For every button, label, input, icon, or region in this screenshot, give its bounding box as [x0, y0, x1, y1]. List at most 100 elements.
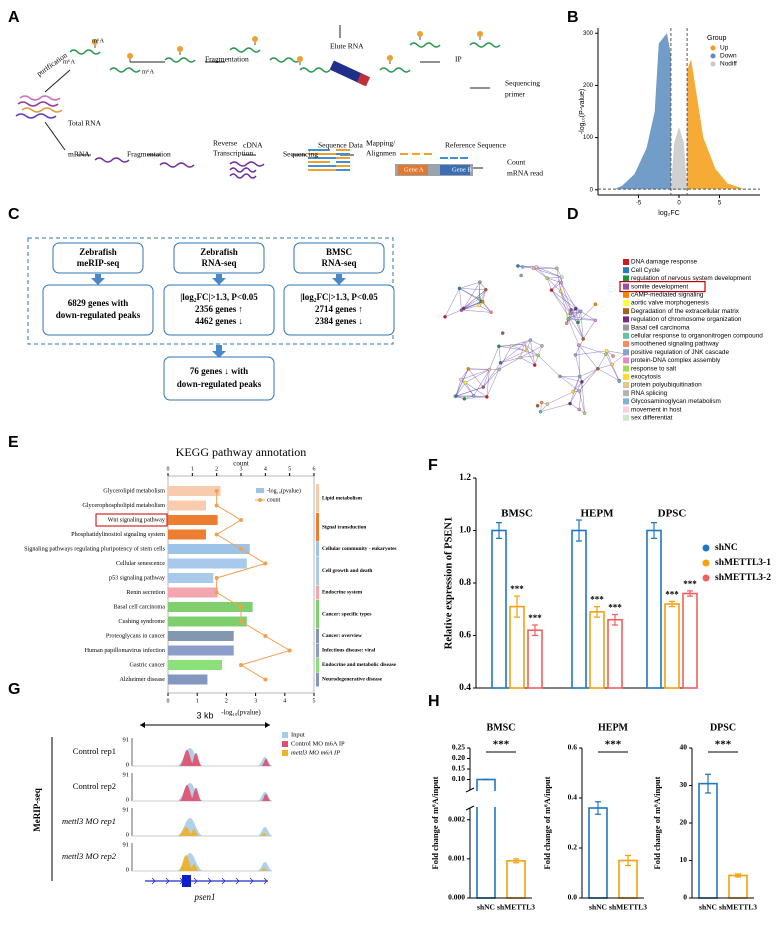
edge: [486, 369, 490, 397]
box-title: BMSC: [326, 247, 352, 257]
bar: [646, 529, 662, 689]
legend-label: protein-DNA complex assembly: [631, 357, 721, 364]
coverage-peak: [179, 785, 195, 801]
y-tick-label: 0.000: [448, 893, 465, 902]
legend-label: exocytosis: [631, 373, 661, 380]
edge: [520, 345, 543, 358]
track-axis-label: 0: [126, 866, 129, 873]
y-tick-label: 20: [680, 818, 688, 827]
legend-label: count: [267, 497, 281, 503]
count-line: [215, 491, 291, 680]
legend-label: Degradation of the extracellular matrix: [631, 308, 740, 315]
node: [462, 396, 467, 401]
edge: [455, 368, 469, 397]
edge: [578, 368, 599, 392]
error-bar: [576, 519, 582, 542]
node: [534, 265, 539, 269]
y-tick-label: 0.8: [459, 578, 471, 588]
edge: [597, 368, 620, 381]
box-text: 2384 genes ↓: [315, 316, 363, 326]
y-tick-label: 30: [680, 780, 688, 789]
edge: [498, 345, 527, 351]
legend-swatch: [623, 291, 629, 298]
x-tick-label: shMETTL3: [719, 903, 757, 912]
legend-swatch: [623, 373, 629, 380]
legend-label: Input: [291, 731, 305, 738]
category-label: Glycerolipid metabolism: [103, 487, 165, 494]
edge: [560, 291, 569, 320]
bar: [168, 486, 221, 496]
track-axis-label: 0: [126, 761, 129, 768]
group-label: Signal transduction: [322, 524, 366, 530]
group-strip: [316, 629, 319, 643]
schematic-text: Reference Sequence: [445, 141, 507, 150]
edge: [605, 354, 620, 382]
strand-chevron: [235, 877, 240, 885]
edge: [551, 289, 576, 309]
group-strip: [316, 556, 319, 585]
edge: [578, 344, 606, 355]
x-tick-label: shNC: [589, 903, 607, 912]
rna-strand: [69, 49, 101, 55]
group-strip: [316, 658, 319, 672]
node: [532, 363, 537, 367]
bar: [618, 859, 638, 899]
legend-label: regulation of chromosome organization: [631, 316, 742, 323]
legend-swatch: [258, 498, 262, 502]
node: [528, 338, 533, 342]
edge: [486, 369, 500, 398]
group-label: Neurodegenerative disease: [322, 677, 383, 683]
panel-label: C: [8, 206, 20, 223]
m6a-mark: [252, 36, 258, 42]
count-point: [239, 518, 243, 522]
node: [535, 404, 540, 408]
bottom-axis-label: -log₁₀(pvalue): [221, 709, 261, 717]
group-label: Cancer: overview: [322, 633, 362, 639]
edge: [575, 350, 607, 356]
bar: [527, 629, 543, 689]
x-tick-label: -5: [636, 201, 642, 207]
legend-swatch: [623, 300, 629, 306]
count-point: [239, 619, 243, 624]
y-tick-label: 0.15: [452, 764, 465, 773]
schematic-text: Transcription: [213, 149, 253, 158]
edge: [551, 277, 563, 291]
count-point: [239, 605, 243, 609]
error-bar: [625, 854, 631, 867]
edge: [520, 357, 535, 366]
error-bar: [687, 590, 693, 597]
node: [520, 265, 525, 269]
bottom-tick-label: 4: [283, 698, 286, 704]
strand-chevron: [193, 877, 198, 885]
edge: [498, 346, 501, 363]
y-tick-label: 40: [680, 743, 688, 752]
node: [571, 390, 575, 394]
node: [604, 352, 608, 357]
legend-label: Cell Cycle: [631, 267, 660, 274]
edge: [566, 308, 576, 324]
node: [576, 320, 580, 325]
rna-strand: [159, 162, 195, 168]
schematic-text: m⁶A: [142, 68, 154, 75]
bottom-tick-label: 0: [167, 698, 170, 704]
legend-label: sex differentiat: [631, 414, 673, 421]
track-axis-label: 0: [126, 831, 129, 838]
rna-strand: [469, 42, 501, 48]
edge: [500, 350, 527, 364]
axis-break: [466, 791, 528, 807]
node: [560, 275, 564, 280]
panel-label: G: [8, 681, 20, 698]
edge: [578, 344, 599, 369]
y-tick-label: 1.0: [459, 526, 471, 536]
y-axis-label: Fold change of m⁶A/input: [542, 776, 552, 869]
node: [568, 401, 572, 406]
node: [573, 306, 578, 311]
node: [457, 286, 462, 291]
node: [564, 321, 569, 326]
edge: [460, 379, 474, 396]
legend-swatch: [623, 267, 629, 274]
group-label: Cancer: specific types: [322, 611, 371, 617]
edge: [463, 281, 481, 309]
strand-chevron: [221, 877, 226, 885]
significance: ***: [608, 603, 622, 613]
